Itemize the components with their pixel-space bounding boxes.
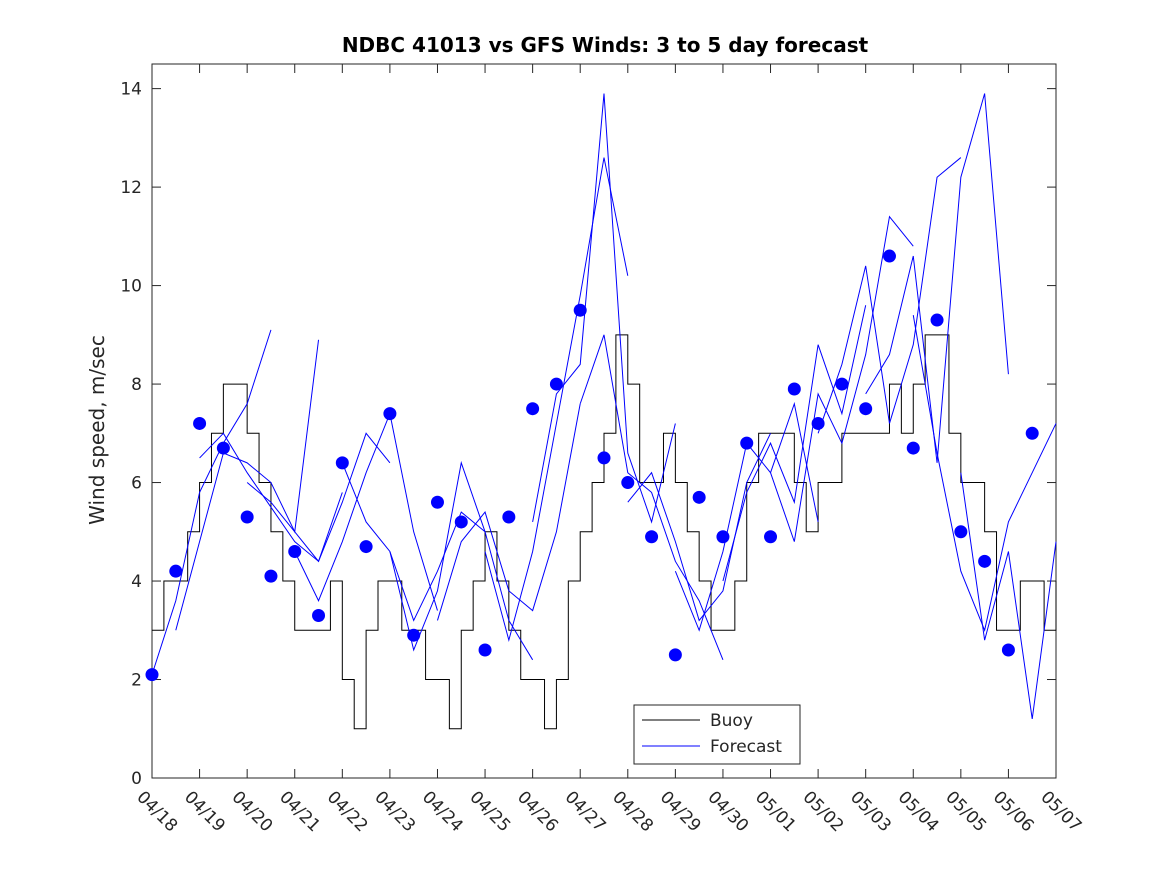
forecast-point: [740, 436, 754, 450]
forecast-line: [389, 460, 534, 661]
forecast-point: [502, 510, 516, 524]
forecast-point: [430, 495, 444, 509]
chart-title: NDBC 41013 vs GFS Winds: 3 to 5 day fore…: [342, 33, 869, 57]
forecast-point: [216, 441, 230, 455]
forecast-point: [645, 530, 659, 544]
y-tick-label: 12: [120, 178, 142, 198]
forecast-point: [835, 377, 849, 391]
forecast-point: [288, 544, 302, 558]
forecast-point: [526, 402, 540, 416]
forecast-line: [294, 411, 438, 611]
forecast-point: [240, 510, 254, 524]
y-tick-label: 2: [131, 671, 142, 691]
forecast-point: [264, 569, 278, 583]
forecast-point: [193, 416, 207, 430]
forecast-point: [787, 382, 801, 396]
forecast-line: [817, 157, 962, 434]
forecast-line: [912, 315, 1057, 632]
forecast-point: [383, 407, 397, 421]
legend-box: [633, 704, 801, 765]
forecast-line: [151, 329, 272, 675]
forecast-point: [573, 303, 587, 317]
forecast-line: [532, 93, 676, 524]
forecast-point: [954, 525, 968, 539]
y-tick-label: 8: [131, 375, 142, 395]
forecast-line: [770, 215, 914, 542]
y-tick-label: 10: [120, 277, 142, 297]
forecast-line: [865, 93, 1009, 463]
forecast-point: [621, 476, 635, 490]
forecast-point: [597, 451, 611, 465]
legend-buoy-label: Buoy: [710, 711, 753, 731]
forecast-point: [312, 609, 326, 623]
forecast-point: [716, 530, 730, 544]
y-tick-label: 14: [120, 80, 142, 100]
y-axis-label: Wind speed, m/sec: [85, 335, 109, 525]
forecast-line: [960, 472, 1057, 719]
forecast-line: [627, 433, 771, 622]
legend: Buoy Forecast: [633, 704, 801, 765]
y-tick-label: 6: [131, 474, 142, 494]
forecast-point: [978, 554, 992, 568]
forecast-line: [722, 305, 867, 582]
forecast-point: [906, 441, 920, 455]
forecast-line: [341, 462, 486, 622]
forecast-point: [930, 313, 944, 327]
forecast-point: [454, 515, 468, 529]
forecast-point: [1025, 426, 1039, 440]
legend-forecast-label: Forecast: [710, 737, 782, 757]
forecast-point: [859, 402, 873, 416]
forecast-point: [549, 377, 563, 391]
buoy-line: [152, 334, 1057, 730]
axes-box: [151, 63, 1057, 779]
forecast-point: [407, 628, 421, 642]
forecast-point: [668, 648, 682, 662]
forecast-point: [478, 643, 492, 657]
forecast-line: [579, 334, 724, 661]
y-tick-label: 4: [131, 572, 142, 592]
forecast-line: [246, 432, 391, 563]
forecast-point: [764, 530, 778, 544]
forecast-point: [335, 456, 349, 470]
forecast-point: [169, 564, 183, 578]
forecast-line: [484, 157, 629, 643]
forecast-line: [436, 403, 581, 621]
forecast-point: [811, 416, 825, 430]
forecast-point: [1001, 643, 1015, 657]
forecast-point: [145, 668, 159, 682]
forecast-point: [359, 540, 373, 554]
forecast-point: [692, 490, 706, 504]
y-tick-label: 0: [131, 769, 142, 789]
forecast-point: [882, 249, 896, 263]
